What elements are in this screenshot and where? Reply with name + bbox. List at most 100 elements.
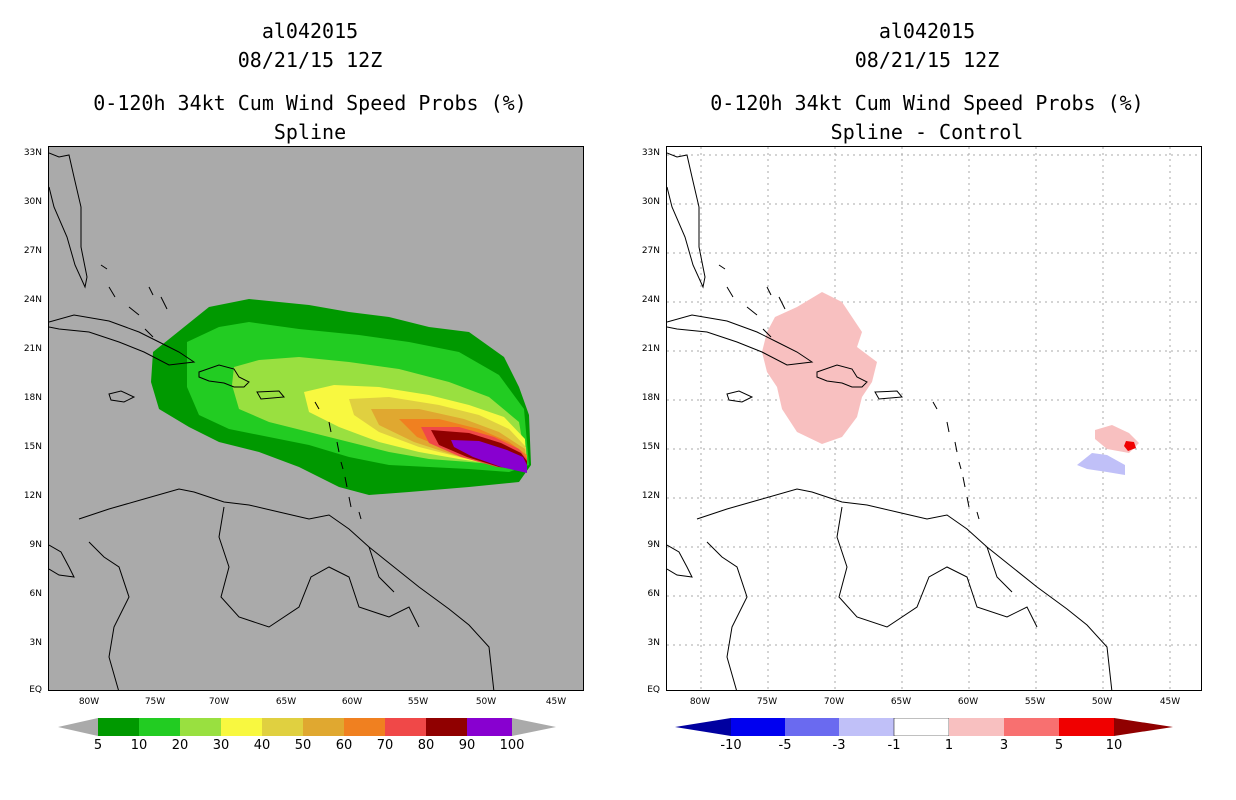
colorbar-label: 20 xyxy=(171,738,189,753)
colorbar-label: -3 xyxy=(832,738,846,753)
cuba-coast xyxy=(667,314,814,366)
colorbar-high-arrow xyxy=(1114,718,1173,736)
lat-label: 21N xyxy=(641,344,660,354)
colorbar-label: 100 xyxy=(499,738,525,753)
lat-label: 27N xyxy=(641,246,660,256)
lat-label: EQ xyxy=(29,685,42,695)
right-map-svg xyxy=(667,147,1201,690)
florida-coast xyxy=(667,152,706,289)
lat-label: 24N xyxy=(23,295,42,305)
lat-label: 3N xyxy=(647,638,660,648)
lat-label: 33N xyxy=(23,148,42,158)
colorbar-cell xyxy=(385,718,426,736)
bahamas-islands xyxy=(100,264,168,338)
hispaniola-coast xyxy=(816,364,868,388)
left-map-panel xyxy=(48,146,584,691)
left-title-storm: al042015 xyxy=(261,19,359,43)
colorbar-high-arrow xyxy=(512,718,556,736)
colorbar-cell xyxy=(893,718,950,736)
south-america-coast xyxy=(78,488,495,690)
lat-label: 9N xyxy=(29,540,42,550)
lon-label: 55W xyxy=(1024,697,1046,707)
puerto-rico-coast xyxy=(256,390,285,400)
lat-label: 30N xyxy=(641,197,660,207)
left-map-svg xyxy=(49,152,531,690)
colorbar-cell xyxy=(262,718,303,736)
guiana-borders xyxy=(836,506,1038,628)
diff-strong-positive xyxy=(1124,441,1136,451)
right-title-date: 08/21/15 12Z xyxy=(854,48,1000,72)
colorbar-label: 40 xyxy=(253,738,271,753)
colorbar-cell xyxy=(1004,718,1059,736)
lat-label: EQ xyxy=(647,685,660,695)
lon-label: 75W xyxy=(144,697,166,707)
colorbar-label: 10 xyxy=(130,738,148,753)
colorbar-label: 3 xyxy=(999,738,1009,753)
lat-label: 33N xyxy=(641,148,660,158)
colorbar-label: 1 xyxy=(944,738,954,753)
colorbar-label: 50 xyxy=(294,738,312,753)
lat-label: 6N xyxy=(647,589,660,599)
colorbar-label: 90 xyxy=(458,738,476,753)
colorbar-low-arrow xyxy=(58,718,98,736)
venezuela-border xyxy=(88,541,130,690)
colorbar-cell xyxy=(426,718,467,736)
left-title-product: 0-120h 34kt Cum Wind Speed Probs (%) xyxy=(93,91,527,115)
colorbar-label: 5 xyxy=(93,738,103,753)
florida-coast xyxy=(49,152,88,289)
bahamas-islands xyxy=(718,264,786,338)
lon-label: 45W xyxy=(1159,697,1181,707)
colorbar-cell xyxy=(98,718,139,736)
lat-label: 27N xyxy=(23,246,42,256)
colorbar-label: 80 xyxy=(417,738,435,753)
right-title-storm: al042015 xyxy=(878,19,976,43)
lon-label: 65W xyxy=(890,697,912,707)
lon-label: 65W xyxy=(275,697,297,707)
colorbar-cell xyxy=(839,718,894,736)
lon-label: 80W xyxy=(689,697,711,707)
venezuela-border xyxy=(706,541,748,690)
lon-label: 75W xyxy=(756,697,778,707)
guiana-borders xyxy=(218,506,420,628)
contour-90 xyxy=(451,440,527,473)
right-colorbar-svg xyxy=(675,718,1173,736)
difference-contours xyxy=(762,292,1139,475)
central-america-coast xyxy=(667,544,693,578)
colorbar-cell xyxy=(139,718,180,736)
lat-label: 12N xyxy=(23,491,42,501)
colorbar-label: -10 xyxy=(720,738,742,753)
colorbar-label: -1 xyxy=(887,738,901,753)
colorbar-cell xyxy=(303,718,344,736)
colorbar-cell xyxy=(344,718,385,736)
lon-label: 70W xyxy=(823,697,845,707)
colorbar-cell xyxy=(180,718,221,736)
lat-label: 9N xyxy=(647,540,660,550)
colorbar-cell xyxy=(785,718,839,736)
lon-label: 55W xyxy=(407,697,429,707)
gridlines xyxy=(667,147,1201,690)
lon-label: 80W xyxy=(78,697,100,707)
left-title-block: al042015 08/21/15 12Z 0-120h 34kt Cum Wi… xyxy=(30,17,590,147)
colorbar-label: 70 xyxy=(376,738,394,753)
cuba-coast xyxy=(49,314,196,366)
colorbar-cell xyxy=(221,718,262,736)
colorbar-label: 30 xyxy=(212,738,230,753)
lat-label: 18N xyxy=(641,393,660,403)
lat-label: 18N xyxy=(23,393,42,403)
left-title-date: 08/21/15 12Z xyxy=(237,48,383,72)
right-title-block: al042015 08/21/15 12Z 0-120h 34kt Cum Wi… xyxy=(647,17,1207,147)
lat-label: 30N xyxy=(23,197,42,207)
probability-contours xyxy=(151,299,531,495)
lon-label: 70W xyxy=(208,697,230,707)
coastlines xyxy=(49,152,495,690)
left-title-subtitle: Spline xyxy=(273,120,347,144)
lon-label: 45W xyxy=(545,697,567,707)
lat-label: 15N xyxy=(23,442,42,452)
diff-negative xyxy=(1077,453,1125,475)
colorbar-cell xyxy=(731,718,785,736)
lon-label: 50W xyxy=(1091,697,1113,707)
jamaica-coast xyxy=(726,390,754,403)
right-title-subtitle: Spline - Control xyxy=(830,120,1024,144)
colorbar-label: 5 xyxy=(1054,738,1064,753)
south-america-coast xyxy=(696,488,1113,690)
